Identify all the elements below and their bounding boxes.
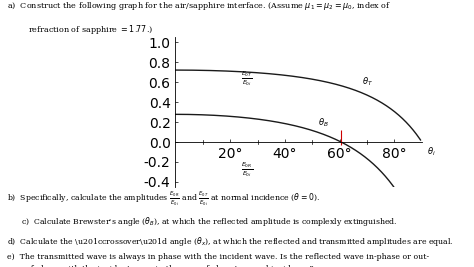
Text: $\theta_T$: $\theta_T$ [362, 76, 373, 88]
Text: $\frac{E_{0T}}{E_{0i}}$: $\frac{E_{0T}}{E_{0i}}$ [241, 69, 253, 88]
Text: e)  The transmitted wave is always in phase with the incident wave. Is the refle: e) The transmitted wave is always in pha… [7, 253, 429, 261]
Text: a)  Construct the following graph for the air/sapphire interface. (Assume $\mu_1: a) Construct the following graph for the… [7, 0, 392, 12]
Text: d)  Calculate the \u201ccrossover\u201d angle ($\theta_x$), at which the reflect: d) Calculate the \u201ccrossover\u201d a… [7, 235, 454, 248]
Text: $\frac{E_{0R}}{E_{0i}}$: $\frac{E_{0R}}{E_{0i}}$ [241, 160, 253, 179]
Text: of-phase with the incident wave in the case of almost normal incidence?: of-phase with the incident wave in the c… [26, 265, 314, 267]
Text: refraction of sapphire $= 1.77$.): refraction of sapphire $= 1.77$.) [28, 23, 154, 37]
Text: $\theta_B$: $\theta_B$ [318, 117, 328, 129]
Text: $\theta_i$: $\theta_i$ [428, 145, 436, 158]
Text: b)  Specifically, calculate the amplitudes $\frac{E_{0R}}{E_{0i}}$ and $\frac{E_: b) Specifically, calculate the amplitude… [7, 190, 320, 209]
Text: c)  Calculate Brewster's angle ($\theta_B$), at which the reflected amplitude is: c) Calculate Brewster's angle ($\theta_B… [21, 215, 398, 228]
